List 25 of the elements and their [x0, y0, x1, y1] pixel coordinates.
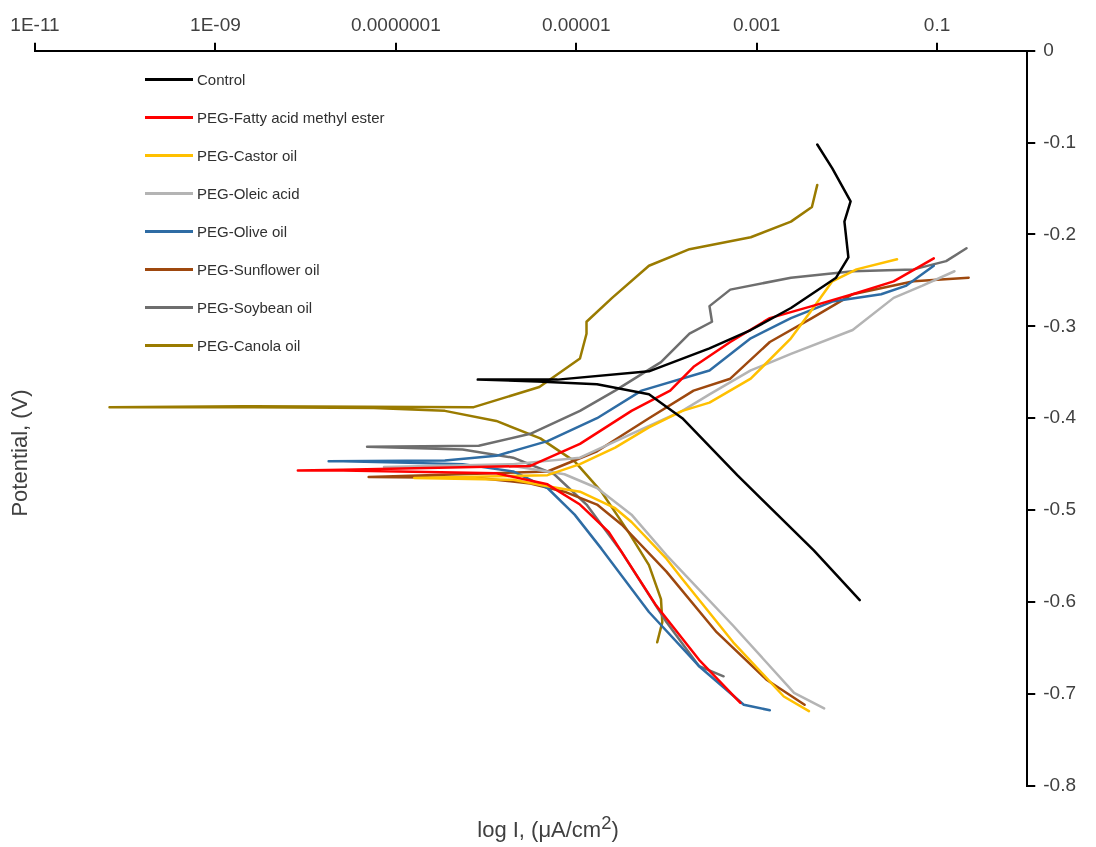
legend-label: PEG-Soybean oil [197, 299, 313, 317]
y-tick-label: -0.2 [1043, 222, 1077, 244]
x-tick-label: 1E-11 [10, 13, 60, 35]
legend-label: PEG-Fatty acid methyl ester [197, 109, 385, 127]
legend-label: PEG-Oleic acid [197, 185, 300, 203]
x-tick-label: 0.00001 [541, 13, 611, 35]
x-tick-label: 0.1 [923, 13, 951, 35]
legend-label: Control [197, 71, 246, 89]
y-tick-label: 0 [1043, 39, 1054, 61]
y-tick-label: -0.7 [1043, 681, 1077, 703]
x-axis-title: log I, (μA/cm$^{2}$) [476, 812, 620, 844]
y-tick-label: -0.3 [1043, 314, 1077, 336]
y-tick-label: -0.4 [1043, 406, 1077, 428]
legend-label: PEG-Olive oil [197, 223, 288, 241]
legend-label: PEG-Canola oil [197, 337, 301, 355]
y-tick-label: -0.1 [1043, 130, 1077, 152]
x-tick-label: 0.001 [732, 13, 781, 35]
y-tick-label: -0.8 [1043, 773, 1077, 795]
legend-label: PEG-Sunflower oil [197, 261, 320, 279]
y-axis-title: Potential, (V) [7, 388, 33, 519]
x-tick-label: 0.0000001 [350, 13, 441, 35]
y-tick-label: -0.6 [1043, 590, 1077, 612]
x-tick-label: 1E-09 [190, 13, 241, 35]
legend-label: PEG-Castor oil [197, 147, 298, 165]
y-tick-label: -0.5 [1043, 498, 1077, 520]
